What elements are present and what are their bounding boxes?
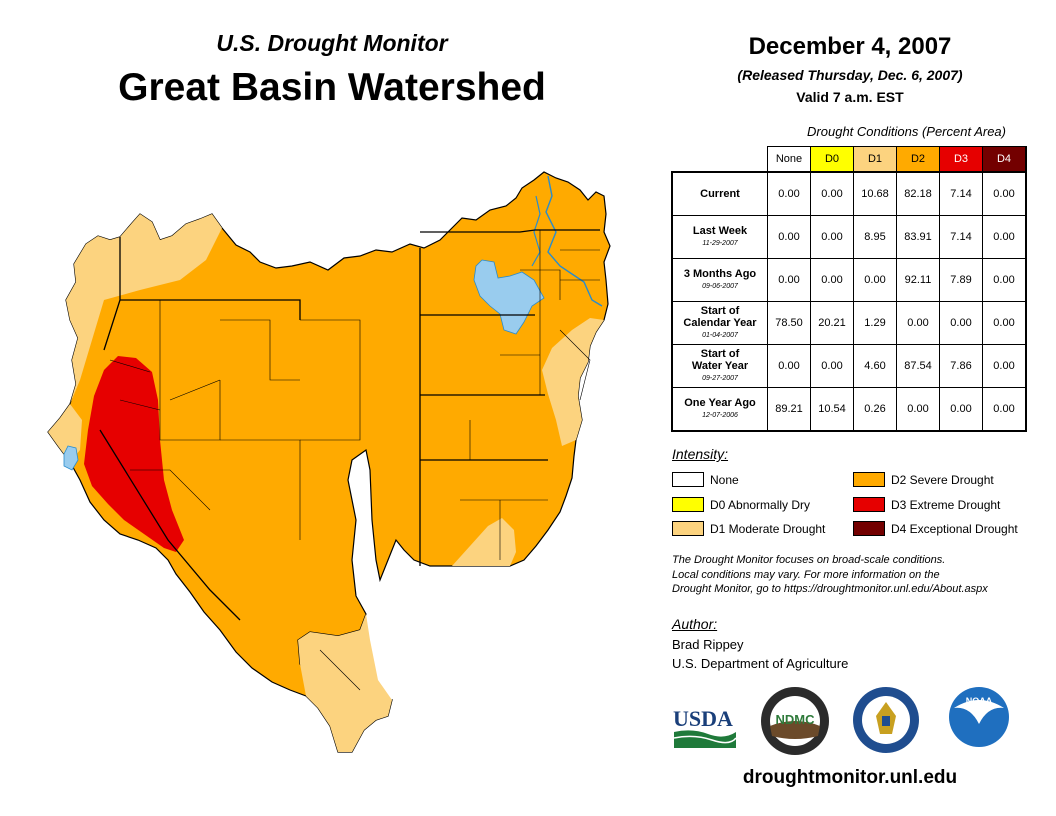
header-d4: D4 [982, 146, 1027, 173]
table-cell: 1.29 [853, 301, 897, 345]
map-subtitle: U.S. Drought Monitor [216, 30, 448, 56]
table-cell: 10.68 [853, 171, 897, 216]
legend-title: Intensity: [672, 446, 729, 462]
table-cell: 0.00 [982, 344, 1027, 388]
table-cell: 0.00 [982, 215, 1027, 259]
table-row: 3 Months Ago 09-06-2007 0.00 0.00 0.00 92… [671, 258, 1027, 302]
table-cell: 0.00 [982, 301, 1027, 345]
doc-seal-logo [853, 687, 919, 753]
d1-region-northwest [66, 214, 222, 404]
header-d0: D0 [810, 146, 854, 173]
table-cell: 0.00 [896, 301, 940, 345]
drought-map [47, 171, 611, 753]
footer-url[interactable]: droughtmonitor.unl.edu [742, 767, 958, 788]
table-row: Start of Calendar Year 01-04-2007 78.50 20… [671, 301, 1027, 345]
table-row: Last Week 11-29-2007 0.00 0.00 8.95 83.91… [671, 215, 1027, 259]
map-date: December 4, 2007 [748, 33, 952, 60]
table-cell: 0.00 [767, 344, 811, 388]
legend-swatch-d4 [853, 521, 885, 536]
legend-swatch-d3 [853, 497, 885, 512]
table-row: One Year Ago 12-07-2006 89.21 10.54 0.26 … [671, 387, 1027, 432]
row-date: 09-06-2007 [702, 282, 738, 290]
table-cell: 87.54 [896, 344, 940, 388]
legend-swatch-d1 [672, 521, 704, 536]
d1-region-east [542, 318, 604, 446]
table-cell: 83.91 [896, 215, 940, 259]
table-cell: 89.21 [767, 387, 811, 432]
table-cell: 0.00 [767, 171, 811, 216]
svg-text:USDA: USDA [673, 706, 733, 731]
table-cell: 0.00 [939, 301, 983, 345]
svg-text:NDMC: NDMC [776, 712, 816, 727]
table-cell: 0.00 [810, 344, 854, 388]
row-label: Current [671, 171, 768, 216]
row-date: 12-07-2006 [702, 411, 738, 419]
table-cell: 0.00 [810, 171, 854, 216]
row-label: Start of Water Year 09-27-2007 [671, 344, 768, 388]
legend-swatch-d0 [672, 497, 704, 512]
table-cell: 0.00 [767, 215, 811, 259]
author-organization: U.S. Department of Agriculture [672, 656, 849, 671]
svg-text:NOAA: NOAA [966, 696, 993, 706]
header-d2: D2 [896, 146, 940, 173]
row-label: 3 Months Ago 09-06-2007 [671, 258, 768, 302]
drought-conditions-table: None D0 D1 D2 D3 D4 Current 0.00 0.00 10… [671, 146, 1027, 432]
row-label: Last Week 11-29-2007 [671, 215, 768, 259]
table-header-row: None D0 D1 D2 D3 D4 [672, 146, 1027, 173]
state-boundaries [99, 229, 600, 621]
table-cell: 78.50 [767, 301, 811, 345]
row-date: 09-27-2007 [702, 374, 738, 382]
table-cell: 0.00 [982, 171, 1027, 216]
header-d3: D3 [939, 146, 983, 173]
map-title: Great Basin Watershed [118, 66, 546, 109]
table-cell: 0.00 [767, 258, 811, 302]
table-cell: 8.95 [853, 215, 897, 259]
d3-region [84, 356, 184, 552]
table-cell: 0.00 [810, 258, 854, 302]
bear-river-branch [531, 195, 541, 267]
table-cell: 82.18 [896, 171, 940, 216]
table-row: Current 0.00 0.00 10.68 82.18 7.14 0.00 [671, 171, 1027, 216]
noaa-logo: NOAA [949, 687, 1009, 747]
author-name: Brad Rippey [672, 637, 744, 652]
table-cell: 0.26 [853, 387, 897, 432]
monitor-note: The Drought Monitor focuses on broad-sca… [672, 554, 988, 595]
author-heading: Author: [672, 616, 718, 632]
valid-time: Valid 7 a.m. EST [796, 89, 904, 105]
table-cell: 7.14 [939, 215, 983, 259]
table-cell: 0.00 [853, 258, 897, 302]
ndmc-logo: NDMC [761, 687, 829, 755]
header-d1: D1 [853, 146, 897, 173]
table-cell: 7.86 [939, 344, 983, 388]
bear-river [545, 175, 603, 307]
table-caption: Drought Conditions (Percent Area) [807, 124, 1006, 139]
legend-swatch-d2 [853, 472, 885, 487]
table-cell: 0.00 [939, 387, 983, 432]
table-row: Start of Water Year 09-27-2007 0.00 0.00 4… [671, 344, 1027, 388]
table-cell: 10.54 [810, 387, 854, 432]
row-date: 01-04-2007 [702, 331, 738, 339]
table-cell: 92.11 [896, 258, 940, 302]
d1-region-south [298, 614, 392, 752]
county-lines [109, 230, 600, 691]
header-none: None [767, 146, 811, 173]
table-cell: 0.00 [982, 258, 1027, 302]
lake-tahoe [63, 445, 79, 471]
table-cell: 20.21 [810, 301, 854, 345]
legend-swatch-none [672, 472, 704, 487]
table-cell: 7.89 [939, 258, 983, 302]
table-cell: 7.14 [939, 171, 983, 216]
basin-d2-region [47, 171, 611, 753]
table-cell: 4.60 [853, 344, 897, 388]
header-blank [672, 147, 768, 173]
row-label: One Year Ago 12-07-2006 [671, 387, 768, 432]
table-cell: 0.00 [810, 215, 854, 259]
row-date: 11-29-2007 [702, 239, 738, 247]
row-label: Start of Calendar Year 01-04-2007 [671, 301, 768, 345]
usda-logo: USDA [673, 706, 737, 748]
table-cell: 0.00 [896, 387, 940, 432]
table-cell: 0.00 [982, 387, 1027, 432]
release-date: (Released Thursday, Dec. 6, 2007) [737, 67, 963, 83]
